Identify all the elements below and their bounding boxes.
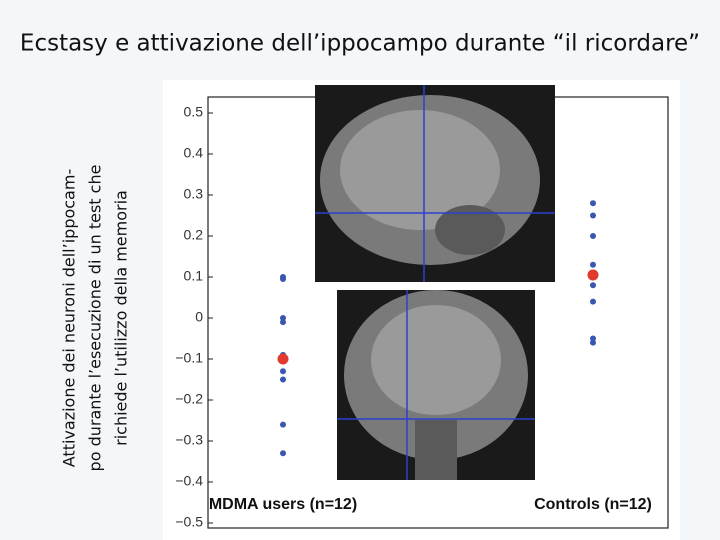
- data-point: [280, 315, 286, 321]
- data-point: [280, 376, 286, 383]
- data-point: [590, 200, 596, 207]
- y-tick-label: −0.3: [175, 432, 203, 448]
- category-label: MDMA users (n=12): [209, 496, 357, 513]
- y-label-line: po durante l’esecuzione di un test che: [86, 165, 105, 472]
- y-tick-label: 0: [195, 309, 203, 325]
- y-tick-label: 0.1: [184, 268, 204, 284]
- y-tick-label: 0.5: [184, 104, 204, 120]
- y-tick-label: 0.4: [184, 145, 204, 161]
- data-point: [590, 233, 596, 239]
- sagittal-image: [315, 85, 555, 282]
- y-tick-label: −0.4: [175, 473, 203, 489]
- data-point: [280, 450, 286, 457]
- y-tick-label: −0.1: [175, 350, 203, 366]
- data-point: [590, 339, 596, 346]
- data-point: [590, 335, 596, 342]
- coronal-image: [337, 290, 535, 480]
- mean-point: [587, 269, 599, 281]
- data-point: [280, 319, 286, 326]
- data-point: [590, 282, 596, 289]
- title: Ecstasy e attivazione dell’ippocampo dur…: [20, 31, 700, 57]
- y-tick-label: 0.3: [184, 186, 204, 202]
- mean-point: [277, 353, 289, 365]
- y-label-line: Attivazione dei neuroni dell’ippocam-: [60, 169, 79, 467]
- data-point: [280, 368, 286, 375]
- category-label: Controls (n=12): [534, 496, 652, 513]
- data-point: [590, 261, 596, 268]
- y-tick-label: 0.2: [184, 227, 204, 243]
- data-point: [590, 298, 596, 305]
- y-tick-label: −0.5: [175, 514, 203, 530]
- data-point: [280, 276, 286, 283]
- y-label: Attivazione dei neuroni dell’ippocam- po…: [60, 165, 131, 472]
- y-label-line: richiede l’utilizzo della memoria: [112, 190, 131, 446]
- data-point: [590, 212, 596, 219]
- data-point: [280, 421, 286, 428]
- y-tick-label: −0.2: [175, 391, 203, 407]
